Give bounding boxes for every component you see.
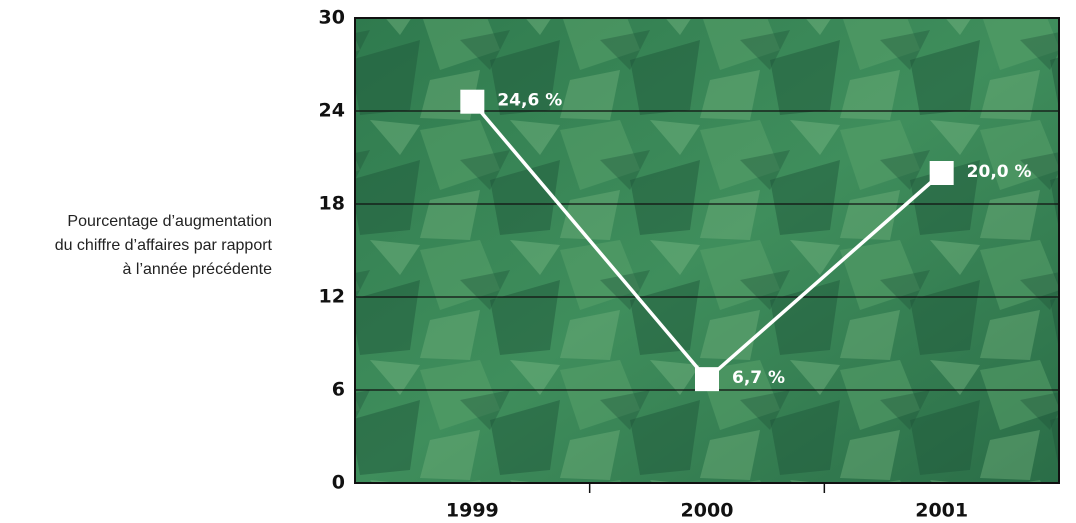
y-tick-label: 18	[319, 193, 345, 215]
plot-texture	[355, 18, 1059, 483]
chart: Pourcentage d’augmentation du chiffre d’a…	[0, 0, 1076, 523]
data-marker	[930, 161, 954, 185]
data-marker	[695, 367, 719, 391]
y-axis-label: du chiffre d’affaires par rapport	[55, 237, 273, 254]
x-tick-label: 2000	[681, 500, 734, 522]
data-label: 20,0 %	[967, 162, 1032, 182]
y-axis-label: à l’année précédente	[123, 261, 273, 278]
y-tick-label: 6	[332, 379, 345, 401]
x-tick-label: 2001	[915, 500, 968, 522]
data-marker	[460, 90, 484, 114]
y-axis-label: Pourcentage d’augmentation	[67, 213, 272, 230]
data-label: 6,7 %	[732, 368, 785, 388]
y-tick-label: 0	[332, 472, 345, 494]
y-tick-label: 24	[319, 100, 345, 122]
data-label: 24,6 %	[497, 91, 562, 111]
y-tick-label: 30	[319, 7, 345, 29]
y-tick-label: 12	[319, 286, 345, 308]
x-tick-label: 1999	[446, 500, 499, 522]
